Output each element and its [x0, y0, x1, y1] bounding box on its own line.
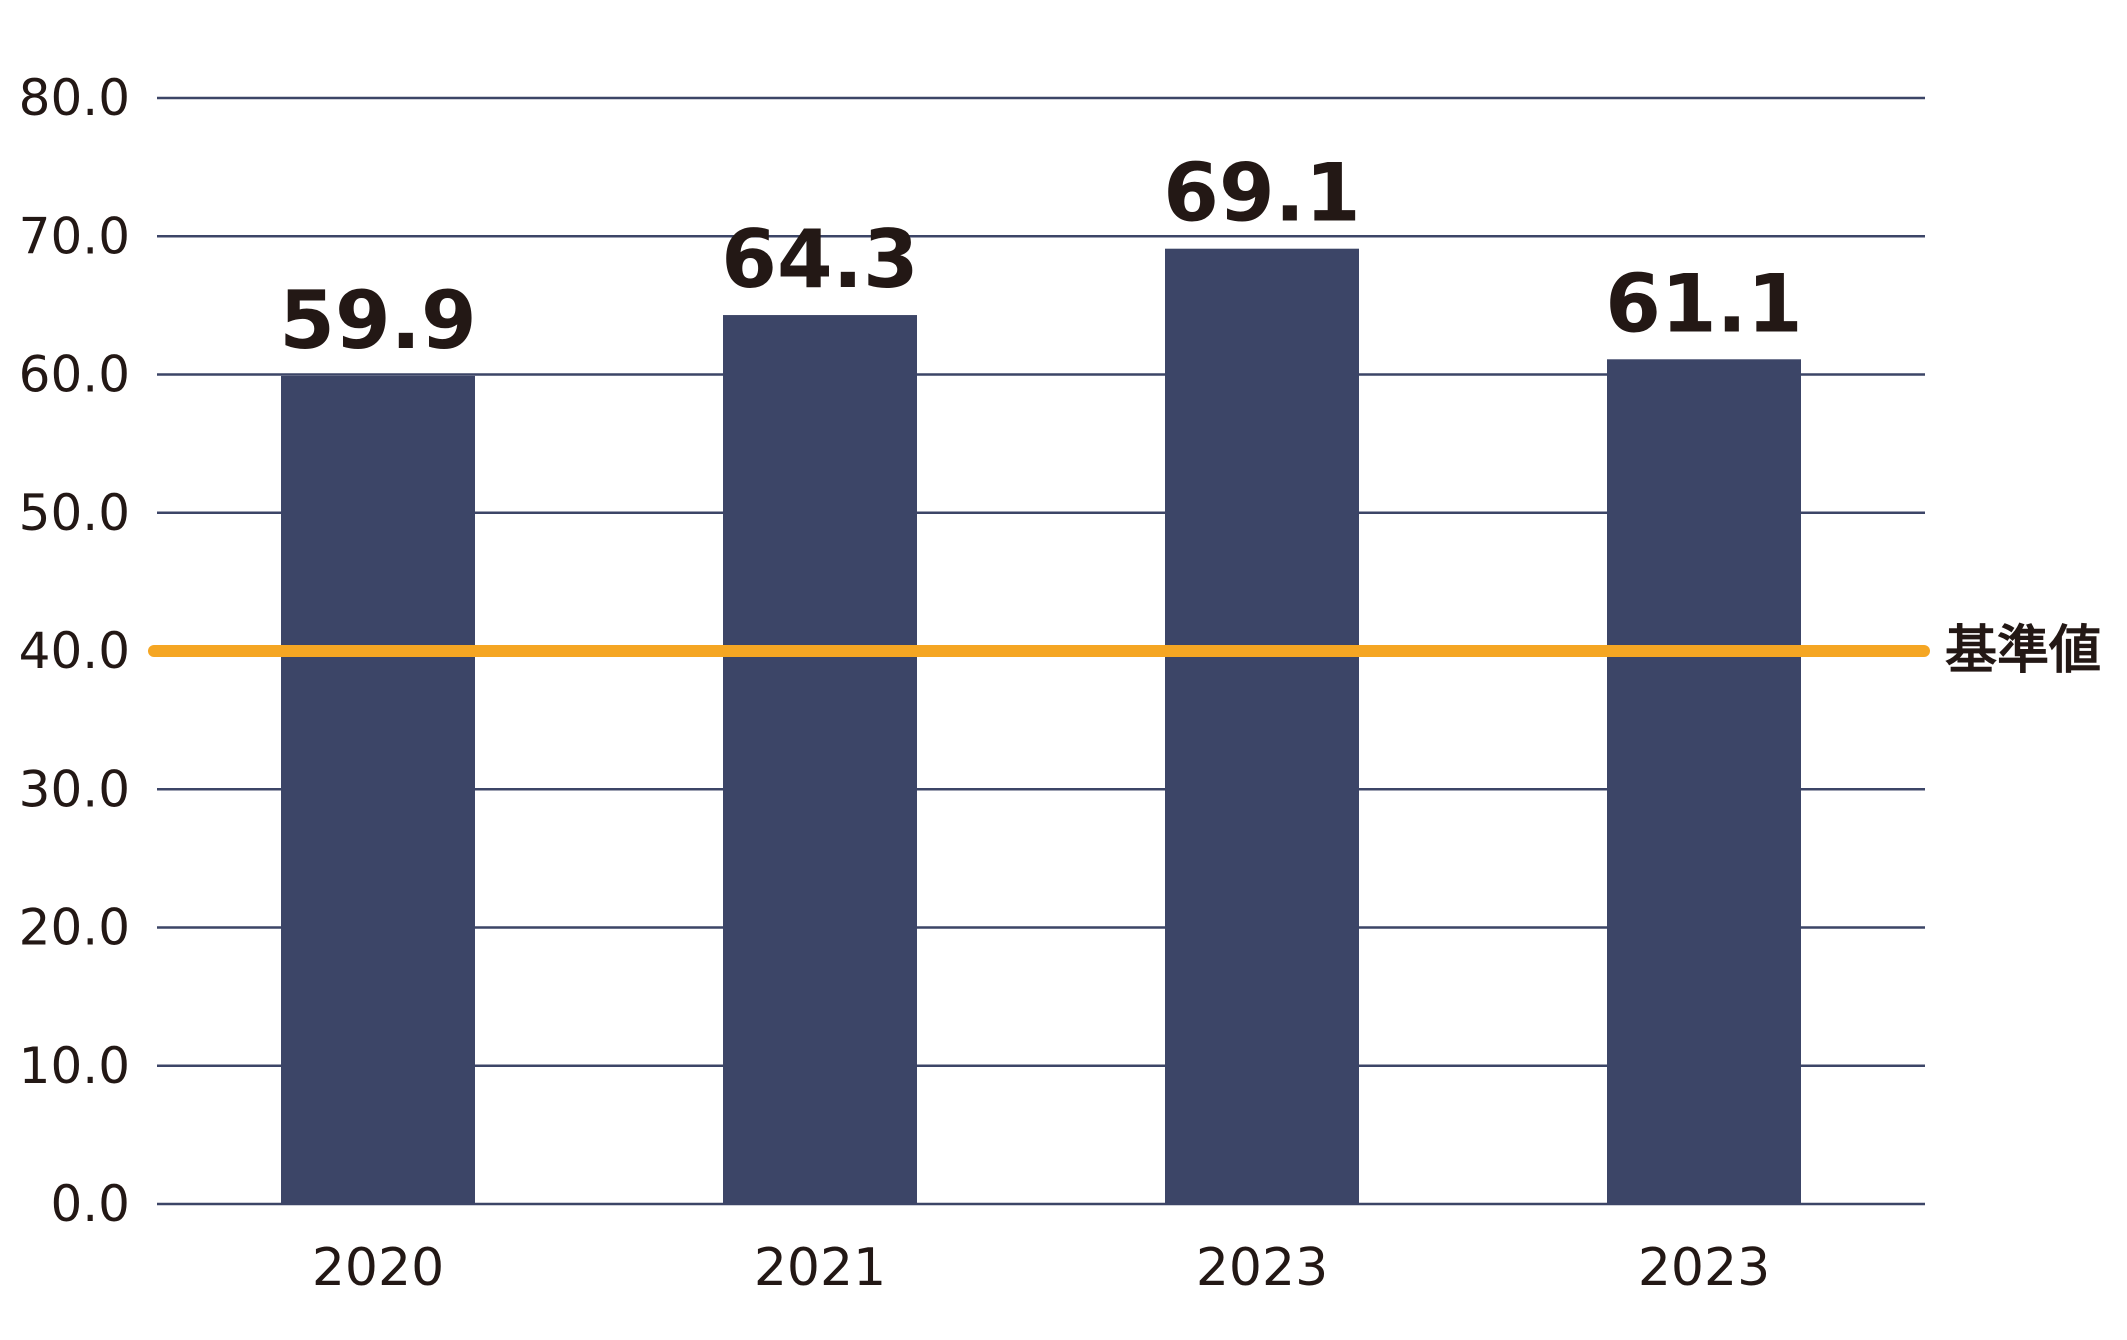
data-label: 64.3	[721, 213, 918, 306]
bar	[1607, 359, 1801, 1205]
bar	[281, 375, 475, 1204]
x-category-label: 2020	[312, 1238, 444, 1298]
labels: 0.0 10.0 20.0 30.0 40.0 50.0 60.0 70.0 80.0 59.9 2…	[19, 69, 2101, 1298]
y-tick-label: 0.0	[50, 1175, 130, 1233]
bars	[281, 248, 1801, 1205]
data-label: 61.1	[1605, 257, 1802, 350]
x-category-label: 2021	[754, 1238, 886, 1298]
y-tick-label: 80.0	[19, 69, 130, 127]
bar	[1165, 248, 1359, 1204]
x-category-label: 2023	[1638, 1238, 1770, 1298]
bar	[723, 315, 917, 1204]
y-tick-label: 60.0	[19, 346, 130, 404]
y-tick-label: 20.0	[19, 899, 130, 957]
y-tick-label: 40.0	[19, 622, 130, 680]
data-label: 69.1	[1163, 147, 1360, 240]
y-tick-label: 30.0	[19, 760, 130, 818]
data-label: 59.9	[279, 274, 476, 367]
y-tick-label: 10.0	[19, 1037, 130, 1095]
x-category-label: 2023	[1196, 1238, 1328, 1298]
y-tick-label: 70.0	[19, 207, 130, 265]
reference-line-label: 基準値	[1945, 621, 2101, 681]
y-tick-label: 50.0	[19, 484, 130, 542]
